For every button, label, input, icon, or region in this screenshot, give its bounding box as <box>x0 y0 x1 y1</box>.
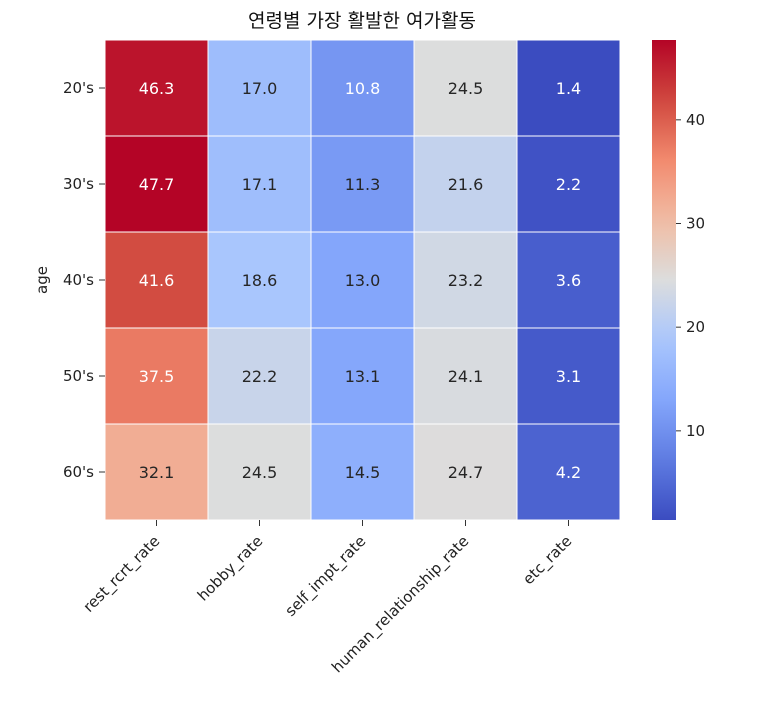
cell-value-label: 24.1 <box>448 367 484 386</box>
y-tick-label: 40's <box>63 271 94 289</box>
cell-value-label: 37.5 <box>139 367 175 386</box>
heatmap-cell <box>310 39 415 137</box>
cell-value-label: 46.3 <box>139 79 175 98</box>
colorbar-tick-label: 10 <box>686 422 705 440</box>
x-tick-label: rest_rcrt_rate <box>80 532 164 616</box>
cell-value-label: 32.1 <box>139 463 175 482</box>
heatmap-cell <box>207 39 312 137</box>
heatmap-cell <box>516 423 621 521</box>
heatmap-cell <box>310 135 415 233</box>
x-tick-label: etc_rate <box>519 532 576 589</box>
heatmap-cell <box>413 39 518 137</box>
colorbar-gradient <box>652 40 676 520</box>
heatmap-cell <box>413 231 518 329</box>
y-tick-label: 50's <box>63 367 94 385</box>
cell-value-label: 23.2 <box>448 271 484 290</box>
cell-value-label: 24.5 <box>242 463 278 482</box>
heatmap-cell <box>104 423 209 521</box>
cell-value-label: 41.6 <box>139 271 175 290</box>
cell-value-label: 3.1 <box>556 367 581 386</box>
colorbar: 10 20 30 40 <box>652 40 705 520</box>
heatmap-cell <box>310 423 415 521</box>
x-tick-label: hobby_rate <box>194 532 267 605</box>
heatmap-cell <box>207 327 312 425</box>
heatmap-cell <box>310 231 415 329</box>
colorbar-tick-label: 20 <box>686 318 705 336</box>
heatmap-cell <box>413 327 518 425</box>
cell-value-label: 1.4 <box>556 79 581 98</box>
cell-value-label: 3.6 <box>556 271 581 290</box>
cell-value-label: 24.7 <box>448 463 484 482</box>
cell-value-label: 11.3 <box>345 175 381 194</box>
cell-value-label: 14.5 <box>345 463 381 482</box>
y-tick-labels: 20's 30's 40's 50's 60's <box>63 79 105 481</box>
y-tick-label: 30's <box>63 175 94 193</box>
cell-value-label: 21.6 <box>448 175 484 194</box>
heatmap-cell <box>516 231 621 329</box>
cell-value-label: 22.2 <box>242 367 278 386</box>
cell-value-label: 24.5 <box>448 79 484 98</box>
heatmap-cell <box>104 39 209 137</box>
heatmap-cell <box>104 135 209 233</box>
colorbar-tick-label: 40 <box>686 111 705 129</box>
cell-value-label: 17.1 <box>242 175 278 194</box>
cell-value-label: 2.2 <box>556 175 581 194</box>
heatmap-cell <box>310 327 415 425</box>
heatmap-cell <box>516 39 621 137</box>
cell-value-label: 47.7 <box>139 175 175 194</box>
chart-title: 연령별 가장 활발한 여가활동 <box>248 10 476 32</box>
cell-value-label: 17.0 <box>242 79 278 98</box>
heatmap-cell <box>516 327 621 425</box>
heatmap-cell <box>516 135 621 233</box>
cell-value-label: 10.8 <box>345 79 381 98</box>
heatmap-cell <box>207 231 312 329</box>
cell-value-label: 13.1 <box>345 367 381 386</box>
y-axis-label: age <box>33 266 51 294</box>
colorbar-tick-label: 30 <box>686 214 705 232</box>
y-tick-label: 60's <box>63 463 94 481</box>
x-tick-label: self_impt_rate <box>282 532 370 620</box>
heatmap-cells: 46.3 17.0 10.8 24.5 1.4 47.7 17.1 11.3 21.6 2.2 41… <box>104 39 621 521</box>
y-tick-label: 20's <box>63 79 94 97</box>
cell-value-label: 18.6 <box>242 271 278 290</box>
x-tick-labels: rest_rcrt_rate hobby_rate self_impt_ratehu… <box>80 520 576 677</box>
cell-value-label: 4.2 <box>556 463 581 482</box>
cell-value-label: 13.0 <box>345 271 381 290</box>
heatmap-cell <box>207 423 312 521</box>
